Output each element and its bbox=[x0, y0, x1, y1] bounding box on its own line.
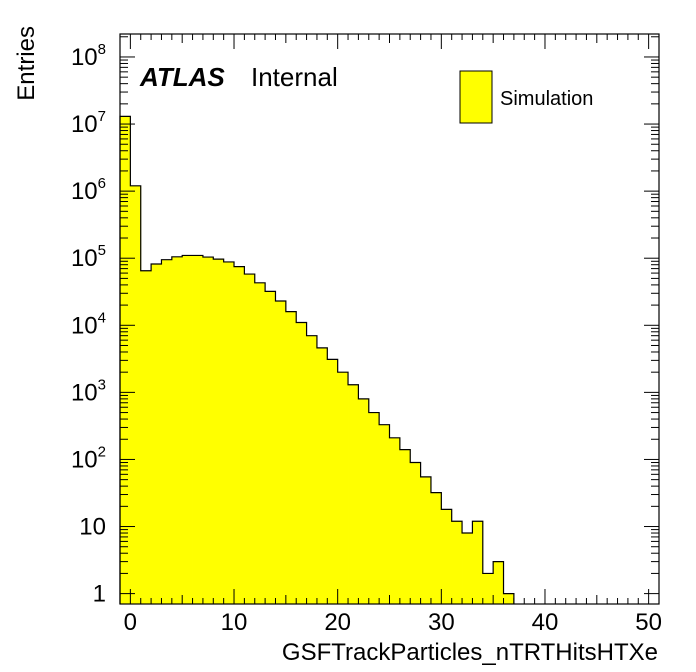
histogram-bin bbox=[306, 335, 318, 604]
y-tick-label: 108 bbox=[71, 41, 106, 71]
x-tick-labels: 0 10 20 30 40 50 bbox=[124, 609, 662, 636]
histogram-bin bbox=[192, 255, 204, 605]
y-tick-label: 102 bbox=[71, 443, 106, 473]
histogram-bin bbox=[223, 261, 235, 604]
histogram-bin bbox=[202, 257, 214, 604]
y-tick-label: 107 bbox=[71, 108, 106, 138]
histogram-bin bbox=[493, 561, 504, 604]
legend: Simulation bbox=[459, 70, 593, 124]
histogram-bin bbox=[275, 301, 287, 604]
histogram-bin bbox=[430, 492, 442, 604]
histogram-bin bbox=[451, 521, 463, 604]
atlas-label: ATLAS bbox=[139, 62, 225, 92]
x-tick-label: 10 bbox=[221, 609, 248, 636]
histogram-bin bbox=[389, 437, 401, 604]
histogram-bin bbox=[420, 476, 432, 604]
histogram-bin bbox=[182, 255, 193, 605]
major-ticks bbox=[120, 34, 659, 604]
y-tick-label: 105 bbox=[71, 242, 106, 272]
histogram-bin bbox=[213, 259, 225, 604]
histogram-bin bbox=[462, 533, 473, 604]
y-tick-label: 106 bbox=[71, 175, 106, 205]
histogram-bin bbox=[140, 270, 152, 604]
x-tick-label: 40 bbox=[532, 609, 559, 636]
legend-label: Simulation bbox=[500, 88, 593, 110]
y-tick-labels: 1 10 102 103 104 105 106 107 108 bbox=[71, 41, 106, 608]
histogram-bin bbox=[296, 322, 307, 604]
histogram-bin bbox=[161, 259, 173, 604]
histogram-bin bbox=[337, 372, 349, 604]
histogram-outline bbox=[119, 115, 515, 604]
histogram-bin bbox=[151, 263, 162, 604]
x-tick-label: 30 bbox=[428, 609, 455, 636]
histogram-bin bbox=[410, 462, 421, 604]
histogram-bin bbox=[368, 412, 380, 604]
histogram-bin bbox=[316, 347, 328, 604]
histogram-bin bbox=[265, 291, 276, 604]
y-axis-title: Entries bbox=[13, 26, 40, 101]
histogram-bin bbox=[472, 521, 484, 604]
histogram-bin bbox=[327, 359, 339, 604]
x-axis-title: GSFTrackParticles_nTRTHitsHTXe bbox=[282, 639, 658, 666]
histogram-bin bbox=[285, 311, 297, 604]
histogram-bin bbox=[482, 573, 494, 604]
histogram-bin bbox=[399, 449, 411, 604]
y-tick-label: 10 bbox=[79, 514, 106, 541]
y-tick-label: 103 bbox=[71, 376, 106, 406]
histogram-bin bbox=[171, 256, 183, 604]
y-tick-label: 1 bbox=[93, 581, 106, 608]
internal-label: Internal bbox=[251, 62, 338, 92]
histogram-bin bbox=[379, 424, 390, 604]
histogram-bin bbox=[348, 384, 359, 604]
x-tick-label: 20 bbox=[324, 609, 351, 636]
minor-ticks bbox=[120, 34, 659, 604]
histogram-bin bbox=[244, 274, 256, 604]
histogram-bin bbox=[234, 266, 245, 604]
x-tick-label: 0 bbox=[124, 609, 137, 636]
histogram-bin bbox=[503, 593, 515, 604]
histogram-bin bbox=[358, 398, 370, 604]
legend-swatch bbox=[459, 70, 493, 124]
histogram-bin bbox=[130, 185, 142, 604]
y-tick-label: 104 bbox=[71, 309, 106, 339]
histogram-bin bbox=[441, 509, 453, 604]
x-tick-label: 50 bbox=[635, 609, 662, 636]
histogram-bin bbox=[254, 282, 266, 604]
